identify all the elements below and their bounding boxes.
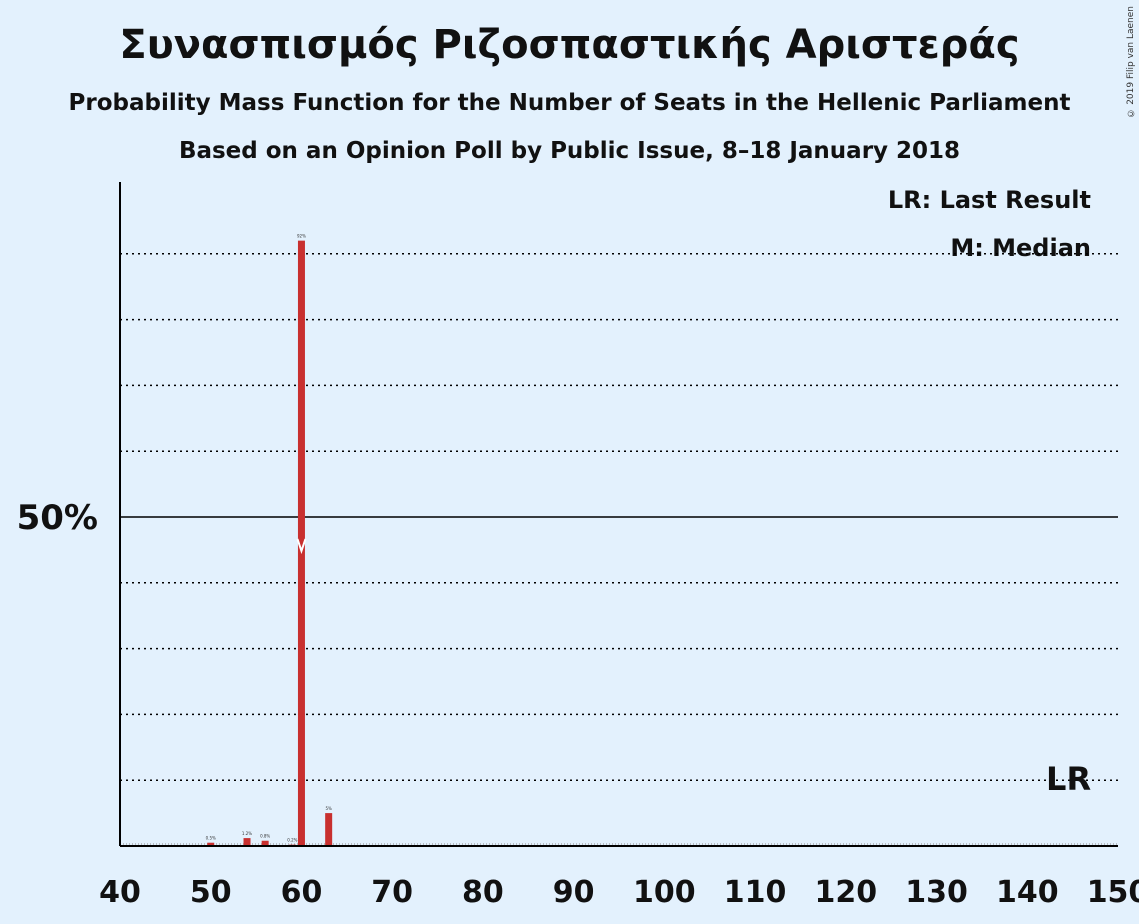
x-tick-label: 40	[99, 875, 141, 910]
x-tick-label: 110	[724, 875, 787, 910]
x-tick-label: 80	[462, 875, 504, 910]
x-tick-label: 130	[905, 875, 968, 910]
chart-title: Συνασπισμός Ριζοσπαστικής Αριστεράς	[119, 22, 1020, 68]
x-tick-label: 70	[371, 875, 413, 910]
x-tick-label: 60	[281, 875, 323, 910]
bar-63	[325, 813, 333, 846]
chart-source: Based on an Opinion Poll by Public Issue…	[178, 138, 961, 164]
legend-last-result: LR: Last Result	[887, 186, 1091, 214]
bar-value-label: 0.5%	[206, 836, 216, 841]
x-tick-label: 100	[633, 875, 696, 910]
y-tick-label: 50%	[17, 498, 98, 538]
median-marker	[296, 538, 307, 555]
bar-value-label: 5%	[325, 806, 332, 811]
x-tick-label: 150	[1087, 875, 1139, 910]
bar-value-label: 0.2%	[287, 838, 297, 843]
legend-median: M: Median	[950, 234, 1091, 262]
x-tick-label: 140	[996, 875, 1059, 910]
x-tick-label: 50	[190, 875, 232, 910]
bar-54	[243, 838, 251, 846]
bar-56	[261, 840, 269, 846]
x-tick-label: 120	[815, 875, 878, 910]
bar-value-label: 92%	[297, 234, 306, 239]
bar-50	[207, 842, 215, 846]
x-tick-label: 90	[553, 875, 595, 910]
bar-60	[297, 240, 305, 846]
last-result-label: LR	[1046, 760, 1091, 798]
bar-value-label: 1.2%	[242, 831, 252, 836]
bar-value-label: 0.8%	[260, 834, 270, 839]
chart-subtitle: Probability Mass Function for the Number…	[68, 90, 1071, 116]
